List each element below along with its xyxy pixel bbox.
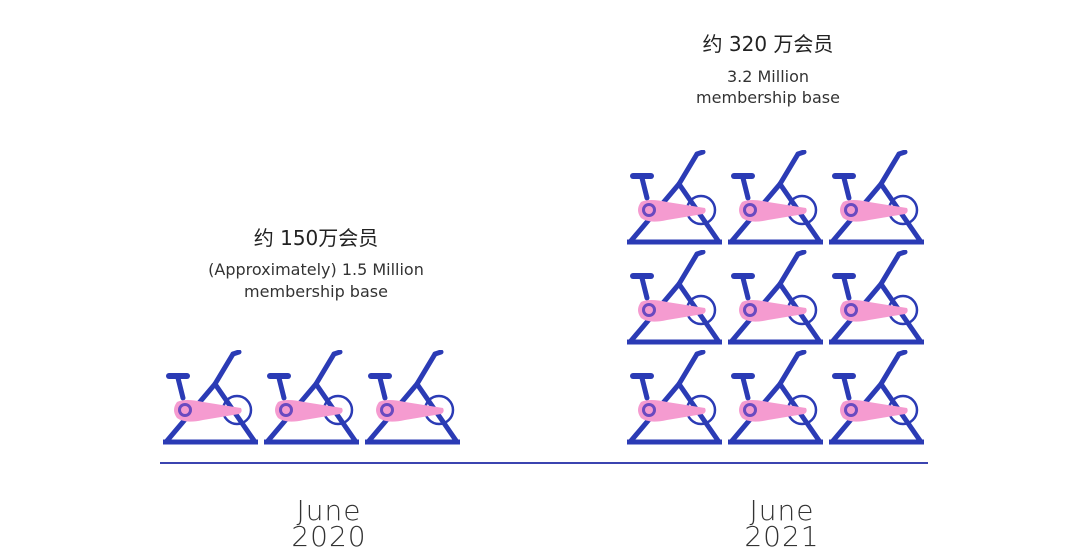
bike-icon — [728, 252, 823, 342]
bike-icon — [627, 352, 722, 442]
group-title: 约 320 万会员 — [703, 32, 834, 56]
group-subtitle: 3.2 Million — [727, 67, 809, 86]
bike-icon — [829, 152, 924, 242]
group-subtitle: membership base — [244, 282, 388, 301]
year-label: 2020 — [291, 520, 366, 553]
year-label: 2021 — [744, 520, 819, 553]
bikes-2021 — [627, 152, 924, 442]
bike-icon — [163, 352, 258, 442]
bike-icon — [627, 152, 722, 242]
bike-icon — [627, 252, 722, 342]
bike-icon — [264, 352, 359, 442]
group-title: 约 150万会员 — [254, 226, 379, 250]
bikes-2020 — [163, 352, 460, 442]
bike-icon — [728, 352, 823, 442]
bike-icon — [829, 252, 924, 342]
month-label: June — [750, 494, 815, 527]
bike-icon — [728, 152, 823, 242]
bike-icon — [365, 352, 460, 442]
month-label: June — [297, 494, 362, 527]
bike-icon — [829, 352, 924, 442]
group-subtitle: membership base — [696, 88, 840, 107]
group-subtitle: (Approximately) 1.5 Million — [208, 260, 424, 279]
